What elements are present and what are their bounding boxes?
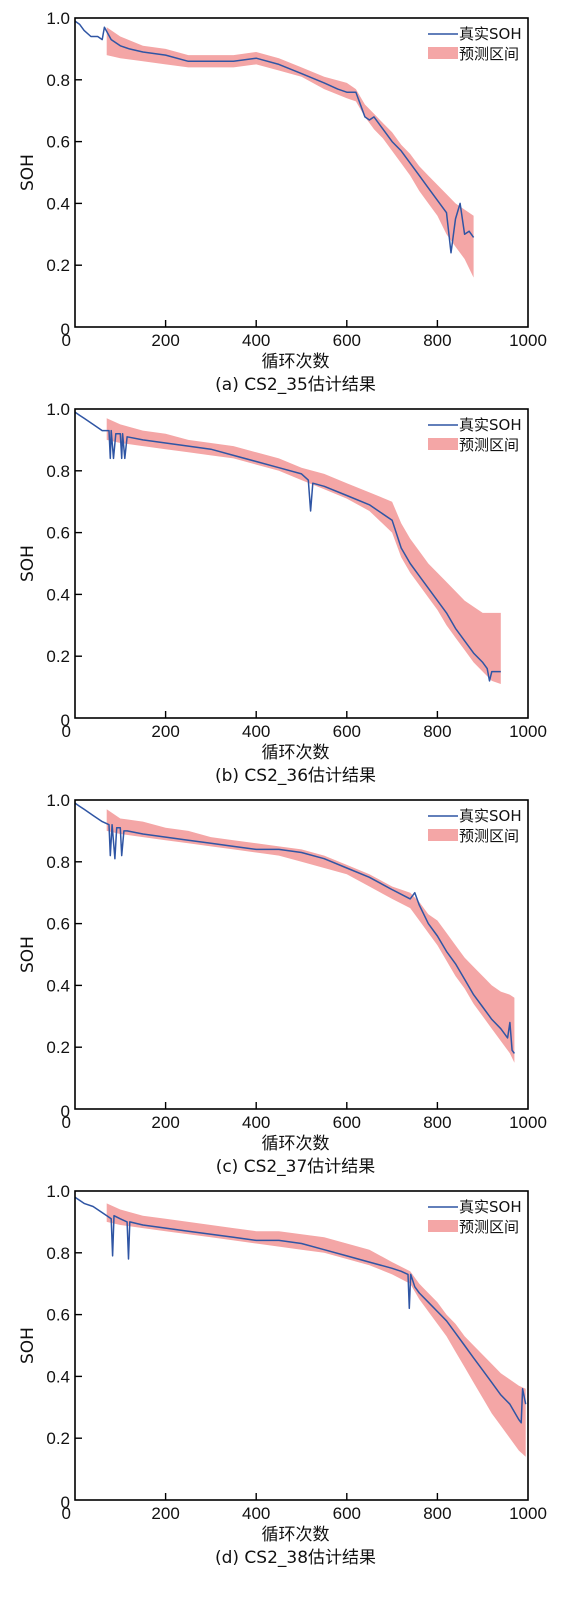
y-tick-label: 0.2 <box>46 1429 70 1448</box>
panel-caption: (c) CS2_37估计结果 <box>216 1157 376 1177</box>
y-tick-label: 0.4 <box>46 976 70 995</box>
panel-caption: (d) CS2_38估计结果 <box>215 1548 376 1568</box>
x-tick-label: 400 <box>242 1113 270 1132</box>
legend-actual-label: 真实SOH <box>459 416 522 434</box>
panel-a: 0 200 400 600 800 1000 0 0.2 0.4 0.6 0.8 1.0 真实SOH… <box>18 9 547 395</box>
legend: 真实SOH 预测区间 <box>428 25 522 63</box>
legend-band-swatch <box>428 438 458 450</box>
legend: 真实SOH 预测区间 <box>428 416 522 454</box>
prediction-band <box>107 1203 526 1456</box>
x-axis-ticks: 0 200 400 600 800 1000 <box>62 1102 547 1132</box>
legend-actual-label: 真实SOH <box>459 807 522 825</box>
legend-band-label: 预测区间 <box>459 1218 519 1236</box>
legend-actual-label: 真实SOH <box>459 25 522 43</box>
panel-c: 0 200 400 600 800 1000 0 0.2 0.4 0.6 0.8 1.0 真实SOH… <box>18 791 547 1177</box>
x-tick-label: 400 <box>242 331 270 350</box>
legend-band-label: 预测区间 <box>459 827 519 845</box>
legend-band-swatch <box>428 47 458 59</box>
y-tick-label: 0.2 <box>46 256 70 275</box>
y-tick-label: 0.4 <box>46 194 70 213</box>
y-tick-label: 0.6 <box>46 1306 70 1325</box>
prediction-band <box>107 809 515 1062</box>
legend: 真实SOH 预测区间 <box>428 1198 522 1236</box>
y-tick-label: 1.0 <box>46 9 70 28</box>
prediction-band <box>107 418 501 684</box>
y-axis-title: SOH <box>18 936 38 973</box>
y-axis-title: SOH <box>18 1327 38 1364</box>
x-tick-label: 400 <box>242 1504 270 1523</box>
x-tick-label: 600 <box>333 722 361 741</box>
y-tick-label: 0.2 <box>46 647 70 666</box>
actual-soh-line <box>75 412 501 681</box>
legend-band-label: 预测区间 <box>459 45 519 63</box>
y-tick-label: 0.4 <box>46 1367 70 1386</box>
y-tick-label: 1.0 <box>46 400 70 419</box>
legend-band-label: 预测区间 <box>459 436 519 454</box>
x-tick-label: 1000 <box>509 1113 547 1132</box>
x-tick-label: 800 <box>423 722 451 741</box>
x-tick-label: 800 <box>423 1504 451 1523</box>
panel-d: 0 200 400 600 800 1000 0 0.2 0.4 0.6 0.8 1.0 真实SOH… <box>18 1182 547 1568</box>
x-axis-ticks: 0 200 400 600 800 1000 <box>62 711 547 741</box>
y-tick-label: 0 <box>61 1102 70 1121</box>
y-tick-label: 0.6 <box>46 524 70 543</box>
x-tick-label: 600 <box>333 1113 361 1132</box>
y-tick-label: 1.0 <box>46 791 70 810</box>
y-tick-label: 0 <box>61 711 70 730</box>
plot-frame <box>75 18 528 327</box>
x-tick-label: 800 <box>423 1113 451 1132</box>
x-axis-title: 循环次数 <box>262 1525 330 1545</box>
legend-band-swatch <box>428 1220 458 1232</box>
y-axis-title: SOH <box>18 154 38 191</box>
y-axis-ticks: 0 0.2 0.4 0.6 0.8 1.0 <box>46 791 82 1121</box>
y-tick-label: 0.6 <box>46 915 70 934</box>
x-tick-label: 1000 <box>509 1504 547 1523</box>
y-tick-label: 0.8 <box>46 462 70 481</box>
y-tick-label: 0.6 <box>46 133 70 152</box>
y-tick-label: 0 <box>61 320 70 339</box>
legend: 真实SOH 预测区间 <box>428 807 522 845</box>
x-tick-label: 600 <box>333 331 361 350</box>
y-tick-label: 1.0 <box>46 1182 70 1201</box>
x-tick-label: 400 <box>242 722 270 741</box>
legend-band-swatch <box>428 829 458 841</box>
x-tick-label: 1000 <box>509 722 547 741</box>
panel-b: 0 200 400 600 800 1000 0 0.2 0.4 0.6 0.8 1.0 真实SOH… <box>18 400 547 786</box>
y-tick-label: 0.2 <box>46 1038 70 1057</box>
prediction-band <box>107 27 474 277</box>
y-axis-ticks: 0 0.2 0.4 0.6 0.8 1.0 <box>46 9 82 339</box>
y-tick-label: 0.4 <box>46 585 70 604</box>
x-tick-label: 200 <box>151 1113 179 1132</box>
legend-actual-label: 真实SOH <box>459 1198 522 1216</box>
x-axis-title: 循环次数 <box>262 352 330 372</box>
x-tick-label: 800 <box>423 331 451 350</box>
x-tick-label: 600 <box>333 1504 361 1523</box>
x-tick-label: 200 <box>151 331 179 350</box>
panel-caption: (b) CS2_36估计结果 <box>215 766 376 786</box>
y-tick-label: 0.8 <box>46 1244 70 1263</box>
y-axis-ticks: 0 0.2 0.4 0.6 0.8 1.0 <box>46 400 82 730</box>
x-tick-label: 200 <box>151 722 179 741</box>
x-axis-ticks: 0 200 400 600 800 1000 <box>62 1493 547 1523</box>
plot-frame <box>75 409 528 718</box>
x-axis-title: 循环次数 <box>262 1134 330 1154</box>
x-axis-ticks: 0 200 400 600 800 1000 <box>62 320 547 350</box>
y-tick-label: 0.8 <box>46 71 70 90</box>
x-axis-title: 循环次数 <box>262 743 330 763</box>
y-axis-ticks: 0 0.2 0.4 0.6 0.8 1.0 <box>46 1182 82 1512</box>
x-tick-label: 1000 <box>509 331 547 350</box>
y-tick-label: 0 <box>61 1493 70 1512</box>
y-axis-title: SOH <box>18 545 38 582</box>
x-tick-label: 200 <box>151 1504 179 1523</box>
y-tick-label: 0.8 <box>46 853 70 872</box>
panel-caption: (a) CS2_35估计结果 <box>215 375 376 395</box>
